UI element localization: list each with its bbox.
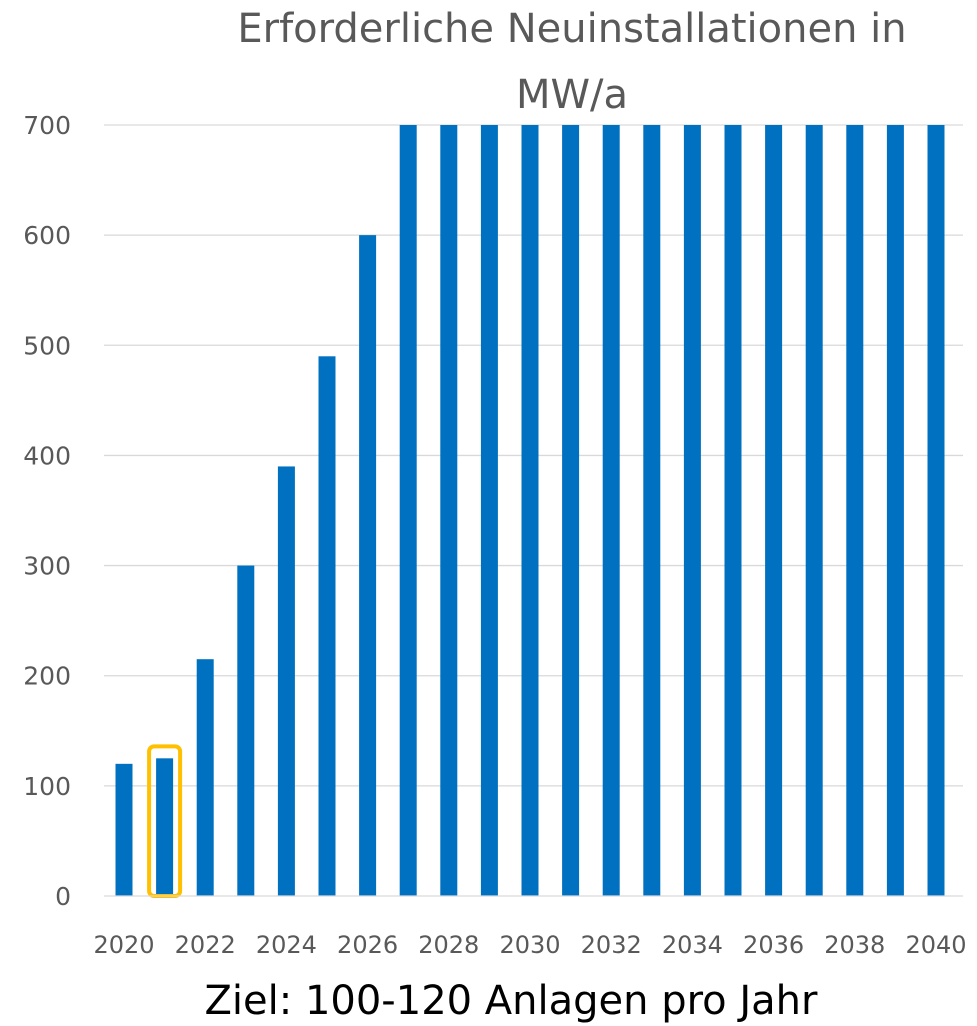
- chart-title-line-1: Erforderliche Neuinstallationen in: [237, 6, 906, 52]
- bar: [724, 125, 742, 896]
- x-tick-label: 2036: [743, 931, 804, 959]
- chart-title-line-2: MW/a: [516, 72, 628, 118]
- bar: [683, 125, 701, 896]
- x-tick-label: 2024: [256, 931, 317, 959]
- bar: [805, 125, 823, 896]
- bar: [643, 125, 661, 896]
- bar: [480, 125, 498, 896]
- x-tick-label: 2022: [175, 931, 236, 959]
- bar: [886, 125, 904, 896]
- x-tick-label: 2030: [499, 931, 560, 959]
- y-axis-tick-labels: 0 100 200 300 400 500 600 700: [23, 111, 71, 911]
- bars: [115, 125, 945, 898]
- y-tick-label: 700: [23, 111, 71, 140]
- x-tick-label: 2028: [418, 931, 479, 959]
- y-tick-label: 200: [23, 662, 71, 691]
- bar: [399, 125, 417, 896]
- bar: [765, 125, 783, 896]
- bar: [562, 125, 580, 896]
- bar: [318, 356, 336, 896]
- bar: [521, 125, 539, 896]
- bar: [277, 466, 295, 896]
- y-tick-label: 0: [55, 882, 71, 911]
- y-tick-label: 100: [23, 772, 71, 801]
- y-tick-label: 500: [23, 331, 71, 360]
- x-tick-label: 2034: [662, 931, 723, 959]
- x-tick-label: 2040: [905, 931, 966, 959]
- y-tick-label: 300: [23, 552, 71, 581]
- y-tick-label: 600: [23, 221, 71, 250]
- x-axis-tick-labels: 2020 2022 2024 2026 2028 2030 2032 2034 2036 2038…: [93, 931, 966, 959]
- bar: [359, 235, 377, 897]
- x-tick-label: 2038: [824, 931, 885, 959]
- bar: [927, 125, 945, 896]
- bar: [440, 125, 458, 896]
- bar: [602, 125, 620, 896]
- bar: [237, 565, 255, 896]
- chart-title: Erforderliche Neuinstallationen in MW/a: [237, 6, 906, 118]
- bar: [115, 763, 133, 896]
- x-tick-label: 2026: [337, 931, 398, 959]
- chart-caption: Ziel: 100-120 Anlagen pro Jahr: [205, 978, 818, 1024]
- bar: [196, 659, 214, 896]
- x-tick-label: 2032: [581, 931, 642, 959]
- y-tick-label: 400: [23, 441, 71, 470]
- bar: [156, 758, 174, 896]
- bar: [846, 125, 864, 896]
- x-tick-label: 2020: [93, 931, 154, 959]
